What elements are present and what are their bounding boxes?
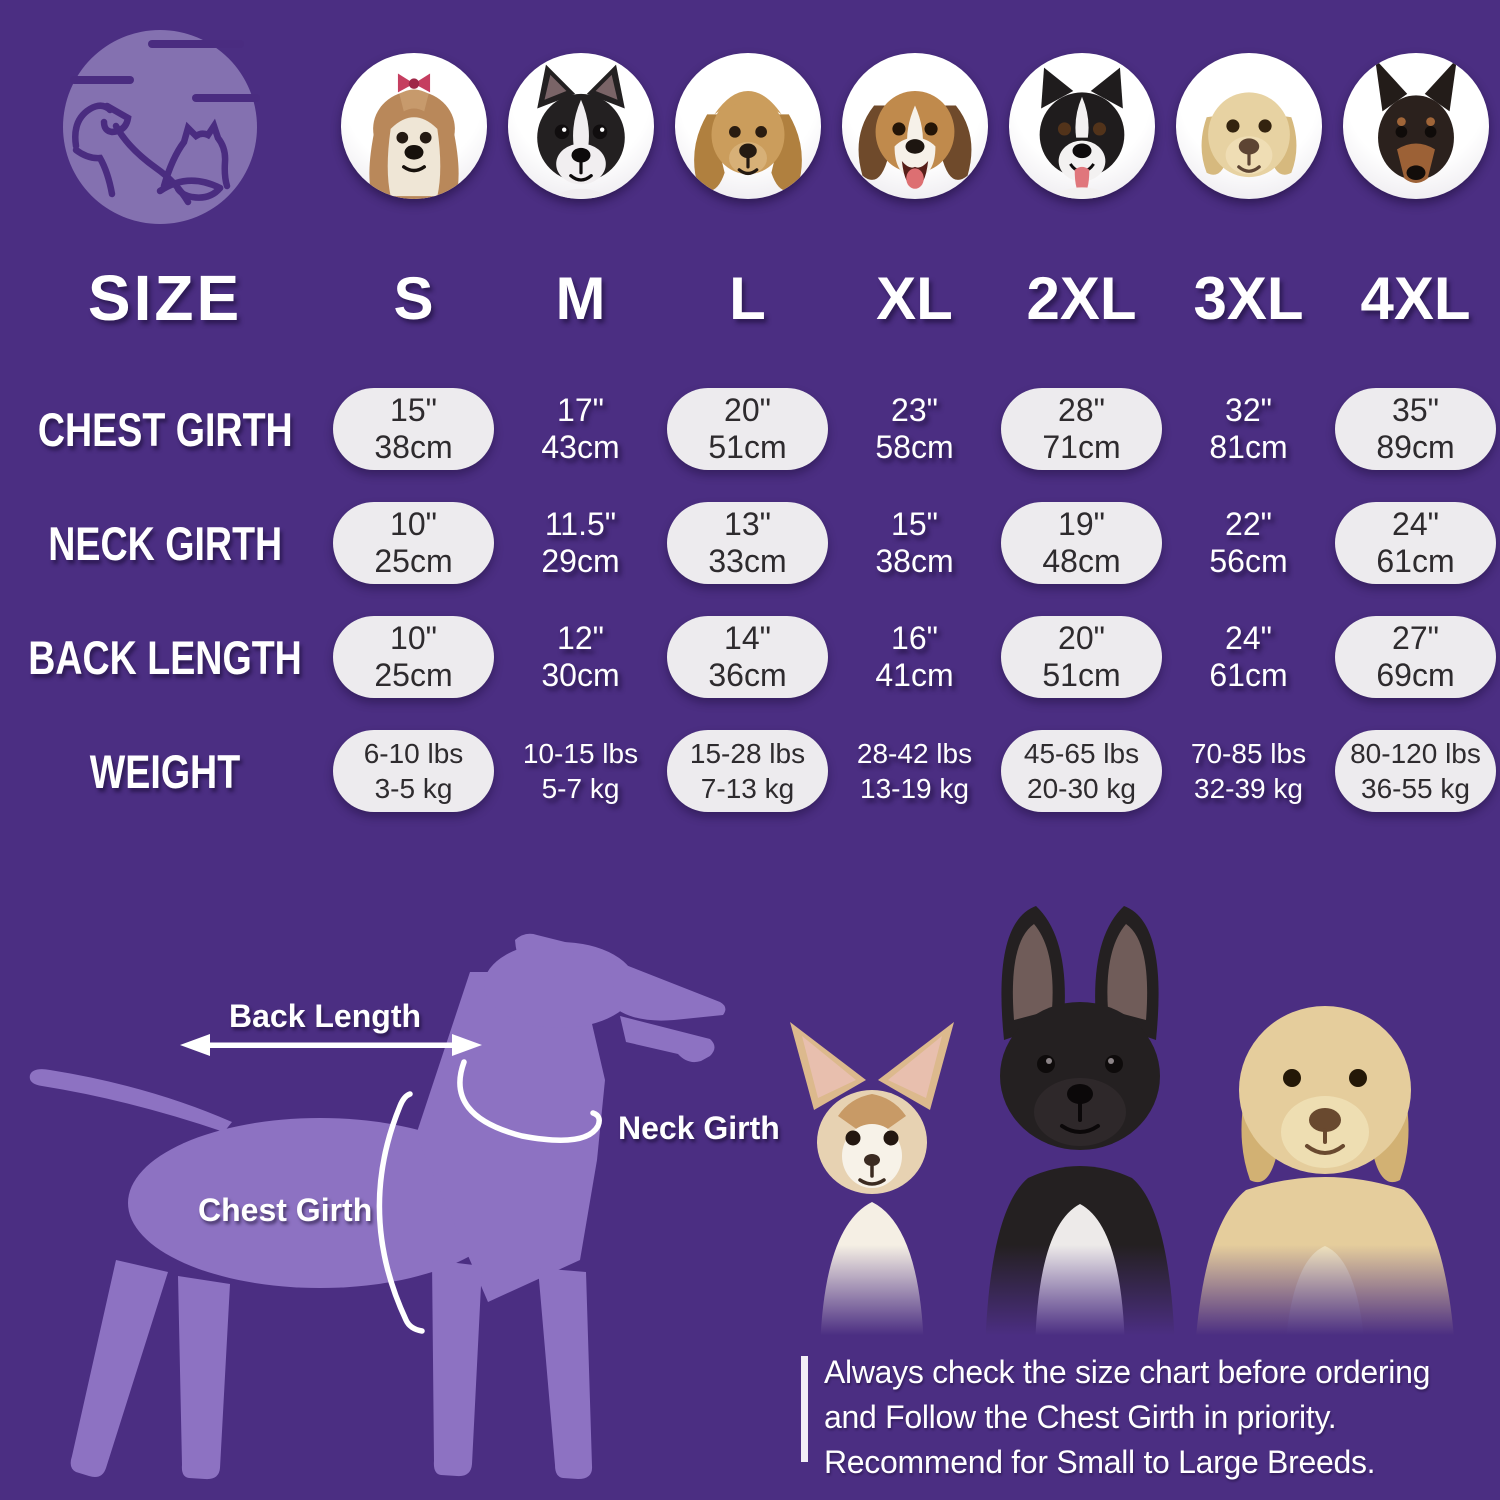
table-cell: 80-120 lbs 36-55 kg: [1332, 730, 1499, 812]
table-cell: 24" 61cm: [1332, 502, 1499, 584]
table-cell: 20" 51cm: [998, 616, 1165, 698]
beagle-icon: [858, 90, 971, 189]
table-cell: 11.5" 29cm: [541, 505, 620, 579]
table-cell: 12" 30cm: [541, 619, 620, 693]
size-title: SIZE: [87, 262, 243, 334]
table-cell: 14" 36cm: [664, 616, 831, 698]
brand-logo: [60, 28, 260, 228]
table-cell: 6-10 lbs 3-5 kg: [330, 730, 497, 812]
size-col-3xl: 3XL: [1193, 264, 1304, 332]
table-cell: 24" 61cm: [1209, 619, 1288, 693]
table-cell: 22" 56cm: [1209, 505, 1288, 579]
photo-fade-overlay: [780, 1245, 1500, 1355]
table-cell: 23" 58cm: [875, 391, 954, 465]
note-accent-bar: [801, 1356, 808, 1462]
table-cell: 10-15 lbs 5-7 kg: [522, 738, 639, 804]
breed-photo-shih-tzu: [340, 53, 487, 199]
photo-row-spacer: [0, 50, 330, 202]
table-cell: 20" 51cm: [664, 388, 831, 470]
table-cell: 19" 48cm: [998, 502, 1165, 584]
table-cell: 10" 25cm: [330, 502, 497, 584]
dog-and-cat-logo-icon: [63, 30, 260, 224]
border-collie-icon: [1039, 67, 1124, 199]
doberman-icon: [1374, 58, 1457, 183]
table-cell: 10" 25cm: [330, 616, 497, 698]
row-label-chest-girth: CHEST GIRTH: [37, 402, 293, 456]
size-col-s: S: [393, 264, 434, 332]
table-cell: 70-85 lbs 32-39 kg: [1190, 738, 1307, 804]
breed-photo-row: [0, 50, 1499, 202]
size-col-xl: XL: [876, 264, 953, 332]
row-label-neck-girth: NECK GIRTH: [48, 516, 282, 570]
breed-photo-cocker-spaniel: [674, 53, 821, 199]
note-line-3: Recommend for Small to Large Breeds.: [824, 1444, 1376, 1480]
measurement-marks: [376, 1059, 602, 1334]
cocker-spaniel-icon: [693, 90, 802, 191]
breed-photo-beagle: [841, 53, 988, 199]
size-header-row: SIZE S M L XL 2XL 3XL 4XL: [0, 256, 1499, 340]
table-cell: 15" 38cm: [875, 505, 954, 579]
size-col-m: M: [555, 264, 606, 332]
size-col-2xl: 2XL: [1026, 264, 1137, 332]
breed-photo-labrador: [1175, 53, 1322, 199]
sizing-note: Always check the size chart before order…: [824, 1350, 1484, 1485]
breed-photo-boston-terrier: [507, 53, 654, 199]
table-row-neck-girth: NECK GIRTH 10" 25cm 11.5" 29cm 13" 33cm 15"…: [0, 502, 1499, 584]
breed-photo-border-collie: [1008, 53, 1155, 199]
note-line-2: and Follow the Chest Girth in priority.: [824, 1399, 1337, 1435]
row-label-back-length: BACK LENGTH: [28, 630, 302, 684]
size-col-l: L: [729, 264, 766, 332]
table-cell: 32" 81cm: [1209, 391, 1288, 465]
labrador-icon: [1201, 92, 1296, 178]
breed-photo-doberman: [1342, 53, 1489, 199]
table-cell: 35" 89cm: [1332, 388, 1499, 470]
table-cell: 16" 41cm: [875, 619, 954, 693]
table-cell: 13" 33cm: [664, 502, 831, 584]
table-cell: 17" 43cm: [541, 391, 620, 465]
chest-girth-label: Chest Girth: [198, 1192, 373, 1228]
size-col-4xl: 4XL: [1360, 264, 1471, 332]
table-cell: 45-65 lbs 20-30 kg: [998, 730, 1165, 812]
neck-girth-label: Neck Girth: [618, 1110, 780, 1146]
table-row-weight: WEIGHT 6-10 lbs 3-5 kg 10-15 lbs 5-7 kg 15…: [0, 730, 1499, 812]
shih-tzu-icon: [368, 73, 459, 199]
boston-terrier-icon: [536, 64, 625, 199]
back-length-arrow: [180, 1034, 482, 1056]
table-cell: 27" 69cm: [1332, 616, 1499, 698]
table-cell: 28" 71cm: [998, 388, 1165, 470]
back-length-label: Back Length: [228, 998, 422, 1034]
table-cell: 15" 38cm: [330, 388, 497, 470]
row-label-weight: WEIGHT: [89, 744, 241, 798]
table-row-back-length: BACK LENGTH 10" 25cm 12" 30cm 14" 36cm 16" 4…: [0, 616, 1499, 698]
note-line-1: Always check the size chart before order…: [824, 1354, 1431, 1390]
measuring-dog-silhouette: [29, 933, 726, 1480]
table-cell: 28-42 lbs 13-19 kg: [856, 738, 973, 804]
table-cell: 15-28 lbs 7-13 kg: [664, 730, 831, 812]
table-row-chest-girth: CHEST GIRTH 15" 38cm 17" 43cm 20" 51cm 23" 5…: [0, 388, 1499, 470]
